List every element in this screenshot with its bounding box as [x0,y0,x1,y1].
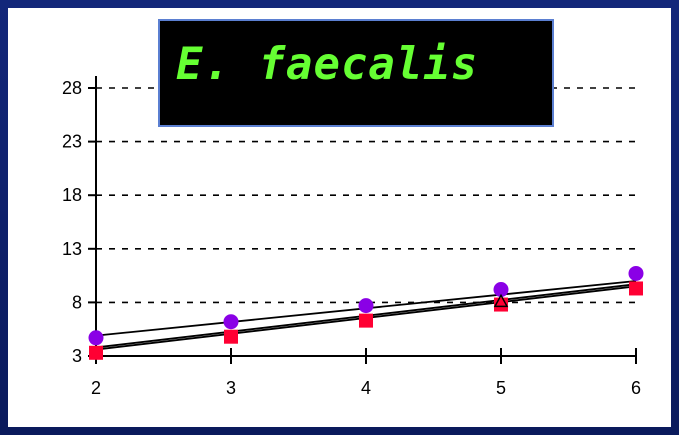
chart-panel: 3 8 13 18 23 28 2 3 4 5 6 E. faecalis [8,8,671,427]
point-circle-0-1 [223,314,239,330]
y-tick-label-3: 3 [72,346,82,366]
point-circle-0-4 [628,265,644,281]
point-triangle-2-0 [493,293,509,308]
y-tick-label-13: 13 [62,239,82,259]
point-square-1-2 [359,313,373,328]
y-tick-label-18: 18 [62,185,82,205]
point-circle-0-2 [358,298,374,314]
y-tick-label-23: 23 [62,132,82,152]
point-circle-0-0 [88,330,104,346]
x-tick-label-6: 6 [631,378,641,398]
marks-layer [88,265,644,360]
x-tick-label-4: 4 [361,378,371,398]
point-circle-0-3 [493,282,509,298]
chart-title-box: E. faecalis [158,19,554,127]
point-square-1-4 [629,281,643,296]
point-square-1-1 [224,329,238,344]
y-tick-label-28: 28 [62,78,82,98]
x-tick-label-5: 5 [496,378,506,398]
chart-title: E. faecalis [176,39,479,90]
y-tick-label-8: 8 [72,292,82,312]
point-square-1-0 [89,345,103,360]
x-tick-label-2: 2 [91,378,101,398]
axes-layer [88,76,637,364]
x-tick-label-3: 3 [226,378,236,398]
